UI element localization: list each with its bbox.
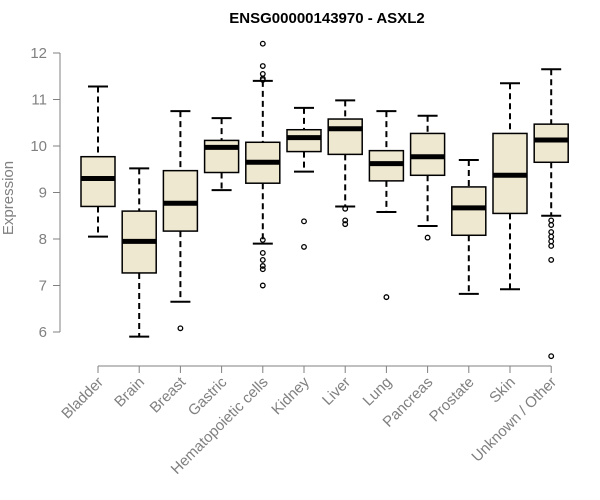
box-group	[368, 110, 405, 301]
box-group	[451, 158, 487, 295]
outlier-point	[548, 217, 555, 224]
x-tick-label: Breast	[147, 373, 190, 416]
outlier-point	[424, 234, 431, 241]
outlier-point	[383, 294, 390, 301]
y-tick-label: 6	[39, 324, 47, 341]
box-iqr	[286, 128, 322, 153]
x-tick-label: Prostate	[426, 374, 478, 426]
outlier-point	[548, 222, 555, 228]
box-group	[286, 106, 322, 250]
outlier-point	[548, 353, 555, 360]
outlier-point	[548, 233, 555, 240]
outlier-point	[259, 263, 266, 269]
outlier-point	[301, 218, 307, 225]
box-group	[409, 114, 446, 241]
y-tick-label: 12	[30, 45, 47, 62]
x-tick-label: Bladder	[58, 374, 107, 423]
y-tick-label: 9	[39, 185, 47, 202]
x-tick-label: Brain	[111, 374, 148, 411]
box-group	[492, 82, 528, 291]
box-group	[121, 167, 157, 338]
outlier-point	[342, 221, 349, 228]
outlier-point	[259, 249, 266, 256]
outlier-point	[548, 229, 555, 235]
box-group	[162, 110, 199, 332]
outlier-point	[259, 70, 266, 77]
chart-title: ENSG00000143970 - ASXL2	[229, 10, 424, 27]
outlier-point	[548, 256, 555, 263]
x-tick-label: Liver	[319, 374, 354, 409]
box-group	[80, 85, 116, 238]
outlier-point	[259, 282, 266, 289]
outlier-point	[177, 325, 184, 332]
y-tick-label: 11	[31, 92, 47, 109]
outlier-point	[259, 236, 266, 243]
box-iqr	[327, 118, 363, 156]
box-group	[327, 99, 363, 228]
outlier-point	[259, 77, 266, 83]
box-iqr	[451, 186, 487, 237]
outlier-point	[548, 243, 555, 249]
outlier-point	[259, 40, 266, 47]
outlier-point	[548, 238, 555, 245]
boxes-layer	[80, 40, 569, 360]
y-tick-label: 7	[39, 278, 47, 295]
box-group	[533, 68, 569, 360]
x-tick-label: Lung	[360, 374, 396, 410]
y-tick-label: 10	[30, 138, 47, 155]
outlier-point	[259, 63, 266, 69]
outlier-point	[342, 217, 349, 224]
x-tick-label: Kidney	[268, 373, 313, 418]
box-group	[245, 40, 281, 289]
box-iqr	[533, 123, 569, 164]
x-tick-label: Skin	[486, 374, 519, 407]
outlier-point	[301, 243, 307, 250]
y-tick-label: 8	[39, 231, 47, 248]
outlier-point	[259, 256, 266, 263]
box-group	[203, 117, 240, 192]
outlier-point	[342, 205, 349, 212]
box-iqr	[80, 155, 116, 208]
y-axis-label: Expression	[0, 161, 17, 235]
outlier-point	[259, 266, 266, 273]
